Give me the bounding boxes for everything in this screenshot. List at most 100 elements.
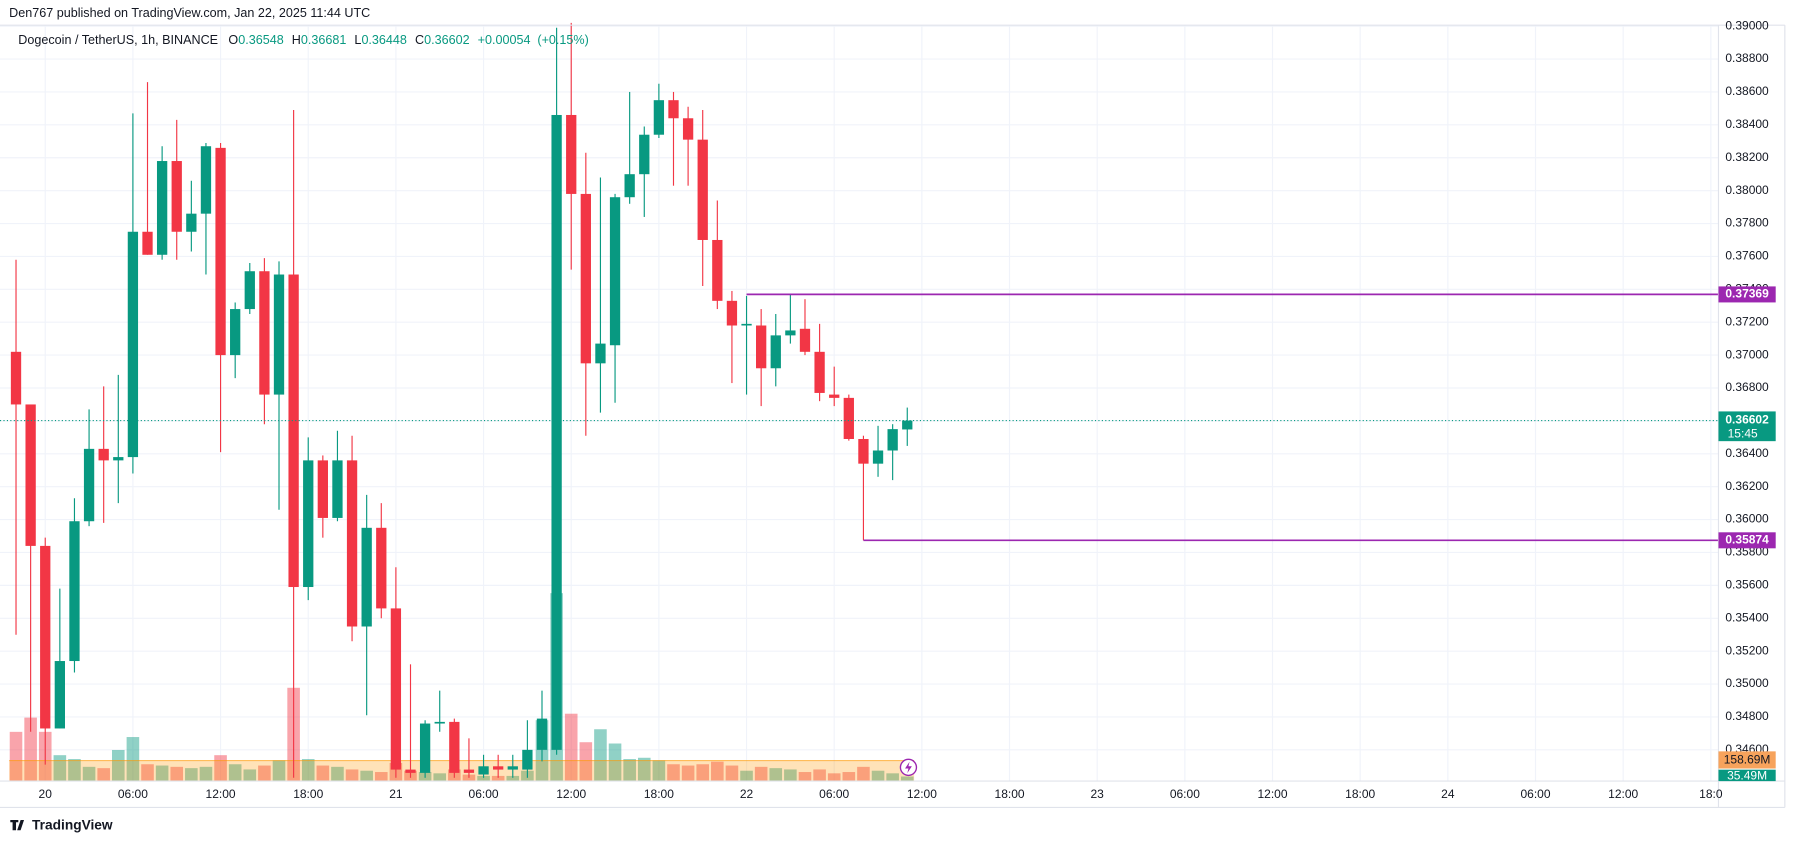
volume-bar [126,737,140,782]
x-tick-label: 06:00 [118,787,148,801]
volume-bar [564,713,578,782]
legend-change: +0.00054 [478,34,531,48]
volume-bar [769,768,783,782]
alert-icon-bolt [905,761,912,774]
x-tick-label: 20 [39,787,53,801]
y-tick-label: 0.38200 [1725,150,1769,164]
candle-body [653,100,665,135]
legend-key: C [415,34,424,48]
candle-body [376,527,387,609]
y-tick-label: 0.35200 [1725,643,1769,657]
level-tag-label: 0.35874 [1725,532,1769,546]
y-tick-label: 0.38800 [1725,51,1769,65]
candle-body [639,134,650,175]
candle-body [829,394,840,398]
x-tick-label: 12:00 [206,787,236,801]
volume-bar [608,743,622,782]
volume-bar [331,766,344,782]
candle-body [98,448,109,461]
y-tick-label: 0.36200 [1725,479,1769,493]
volume-bar [886,773,899,782]
x-tick-label: 21 [389,787,403,801]
symbol: Dogecoin / TetherUS, 1h, BINANCE [18,34,218,48]
x-tick-label: 06:00 [469,787,499,801]
candle-body [712,239,723,301]
volume-bar [754,766,768,782]
volume-bar [316,765,330,782]
candle-body [215,147,226,356]
y-tick-label: 0.37200 [1725,314,1769,328]
volume-bar [813,769,826,782]
volume-bar [141,764,154,782]
candle-body [566,114,577,194]
candle-body [259,271,270,395]
candle-layer [10,22,913,778]
overlay-layer [0,293,1719,542]
volume-bar [360,770,373,782]
volume-bar [272,760,286,782]
volume-bar [301,759,315,782]
x-tick-label: 18:00 [644,787,674,801]
volume-bar [9,731,23,782]
volume-bar [784,769,797,782]
candle-body [10,351,22,405]
y-tick-label: 0.39000 [1725,18,1769,32]
y-tick-label: 0.38400 [1725,117,1769,131]
candle-body [756,325,767,369]
candle-body [186,213,197,232]
candle-body [434,721,445,724]
candle-body [69,521,80,662]
candle-body [230,309,241,356]
candle-body [273,274,285,395]
x-tick-label: 12:00 [556,787,586,801]
volume-bar [345,769,359,782]
volume-tag-label: 35.49M [1727,769,1767,783]
volume-ma-band [9,760,915,782]
legend-key: O [228,34,238,48]
x-tick-label: 12:00 [1608,787,1638,801]
y-tick-label: 0.37600 [1725,249,1769,263]
candle-body [478,766,489,775]
x-tick-label: 22 [740,787,754,801]
x-tick-label: 18:00 [1345,787,1375,801]
volume-bar [857,766,870,782]
y-tick-label: 0.35400 [1725,610,1769,624]
candle-body [902,420,913,430]
candle-body [536,718,548,750]
volume-bar [228,764,242,782]
volume-bar [214,755,227,782]
volume-bar [725,765,739,782]
legend: Dogecoin / TetherUS, 1h, BINANCE O0.3654… [18,34,589,48]
legend-value: 0.36448 [361,34,406,48]
candle-body [858,438,869,464]
legend-key: H [292,34,301,48]
volume-bar [53,755,67,782]
volume-bar [579,742,593,782]
candle-body [609,197,621,346]
candle-body [522,749,533,770]
candle-body [463,769,475,773]
volume-bar [243,769,257,782]
y-tick-label: 0.38600 [1725,84,1769,98]
x-tick-label: 12:00 [1258,787,1288,801]
x-tick-label: 18:0 [1699,787,1723,801]
volume-bar [667,764,680,782]
level-tag [1718,532,1776,549]
candle-body [405,769,416,773]
candle-body [332,460,343,518]
volume-bar [842,772,856,782]
volume-bar [433,773,447,782]
y-tick-label: 0.36400 [1725,446,1769,460]
legend-value: 0.36548 [238,34,283,48]
volume-bar [827,773,841,782]
volume-bar [97,768,110,782]
candle-body [799,328,811,352]
volume-bar [68,759,81,782]
price-tag-label: 0.36602 [1725,413,1769,427]
volume-bar [185,768,198,782]
y-tick-label: 0.36000 [1725,512,1769,526]
y-tick-label: 0.37800 [1725,216,1769,230]
candle-body [346,460,358,627]
volume-bar [652,760,666,782]
